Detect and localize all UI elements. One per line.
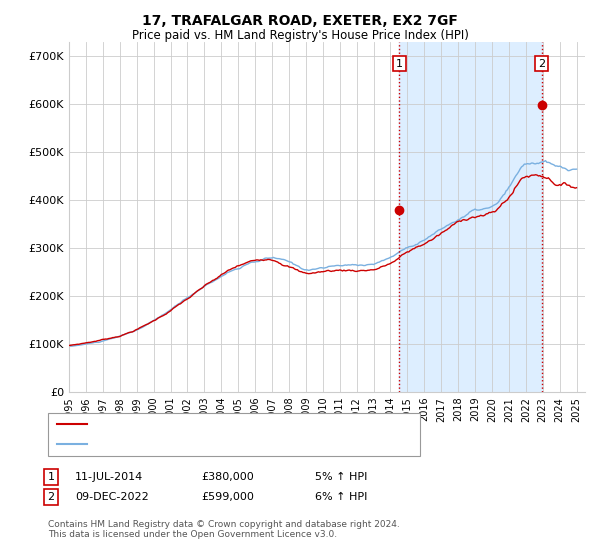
Text: 17, TRAFALGAR ROAD, EXETER, EX2 7GF (detached house): 17, TRAFALGAR ROAD, EXETER, EX2 7GF (det… <box>91 419 397 430</box>
Text: £380,000: £380,000 <box>201 472 254 482</box>
Text: 1: 1 <box>396 59 403 68</box>
Text: Price paid vs. HM Land Registry's House Price Index (HPI): Price paid vs. HM Land Registry's House … <box>131 29 469 42</box>
Text: Contains HM Land Registry data © Crown copyright and database right 2024.
This d: Contains HM Land Registry data © Crown c… <box>48 520 400 539</box>
Text: 1: 1 <box>47 472 55 482</box>
Text: 5% ↑ HPI: 5% ↑ HPI <box>315 472 367 482</box>
Text: 2: 2 <box>538 59 545 68</box>
Text: HPI: Average price, detached house, Exeter: HPI: Average price, detached house, Exet… <box>91 439 317 449</box>
Bar <box>400 42 542 392</box>
Text: 6% ↑ HPI: 6% ↑ HPI <box>315 492 367 502</box>
Text: 2: 2 <box>47 492 55 502</box>
Text: £599,000: £599,000 <box>201 492 254 502</box>
Text: 11-JUL-2014: 11-JUL-2014 <box>75 472 143 482</box>
Text: 17, TRAFALGAR ROAD, EXETER, EX2 7GF: 17, TRAFALGAR ROAD, EXETER, EX2 7GF <box>142 14 458 28</box>
Text: 09-DEC-2022: 09-DEC-2022 <box>75 492 149 502</box>
